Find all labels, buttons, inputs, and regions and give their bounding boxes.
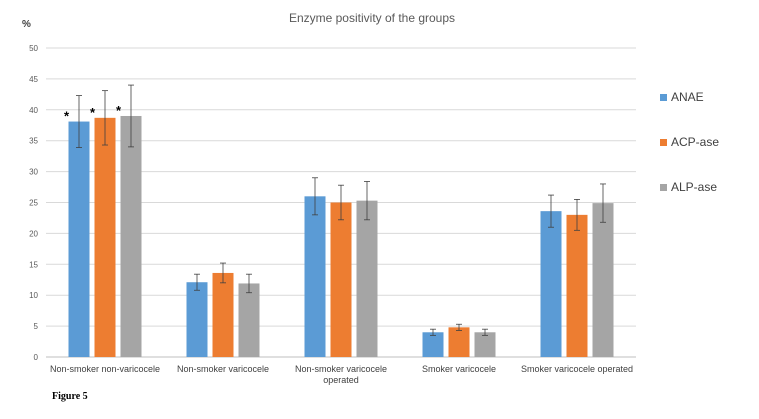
significance-marker: *	[116, 103, 122, 118]
y-tick-label: 0	[34, 353, 39, 362]
y-tick-label: 25	[29, 199, 38, 208]
y-tick-label: 10	[29, 291, 38, 300]
y-tick-label: 40	[29, 106, 38, 115]
significance-marker: *	[64, 109, 70, 124]
x-tick-label: Non-smoker varicocele operated	[295, 364, 387, 385]
legend-label: ANAE	[671, 90, 704, 104]
legend-swatch	[660, 93, 667, 101]
legend-swatch	[660, 138, 667, 146]
significance-marker: *	[90, 105, 96, 120]
bar	[94, 117, 116, 357]
legend-item: ANAE	[660, 90, 704, 104]
bars: * * *	[64, 84, 614, 358]
bar	[540, 211, 562, 357]
y-tick-label: 15	[29, 260, 38, 269]
legend-label: ACP-ase	[671, 135, 720, 149]
x-tick-label: Smoker varicocele	[422, 364, 496, 374]
legend-label: ALP-ase	[671, 180, 718, 194]
chart-title: Enzyme positivity of the groups	[289, 11, 455, 25]
legend-item: ALP-ase	[660, 180, 717, 194]
bar	[474, 332, 496, 357]
y-tick-label: 35	[29, 137, 38, 146]
y-tick-label: 20	[29, 229, 38, 238]
bar	[448, 327, 470, 357]
y-tick-label: 50	[29, 44, 38, 53]
x-tick-label: Smoker varicocele operated	[521, 364, 633, 374]
bar	[186, 282, 208, 357]
bar	[330, 202, 352, 357]
y-tick-label: 45	[29, 75, 38, 84]
bar	[212, 272, 234, 357]
bar	[68, 121, 90, 358]
bar	[422, 332, 444, 357]
legend-swatch	[660, 183, 667, 191]
bar	[566, 214, 588, 357]
bar	[304, 196, 326, 357]
x-tick-label: Non-smoker varicocele	[177, 364, 269, 374]
x-tick-label: Non-smoker non-varicocele	[50, 364, 160, 374]
bar	[238, 283, 260, 357]
x-axis-ticks: Non-smoker non-varicocele Non-smoker vari…	[50, 364, 633, 385]
y-tick-label: 30	[29, 168, 38, 177]
bar	[356, 200, 378, 357]
bar	[592, 203, 614, 357]
y-axis-ticks: 0 5 10 15 20 25 30 35 40 45 50	[29, 44, 38, 362]
figure-caption: Figure 5	[52, 391, 88, 402]
y-axis-label: %	[22, 19, 31, 30]
legend-item: ACP-ase	[660, 135, 719, 149]
y-tick-label: 5	[34, 322, 39, 331]
bar	[120, 115, 142, 357]
